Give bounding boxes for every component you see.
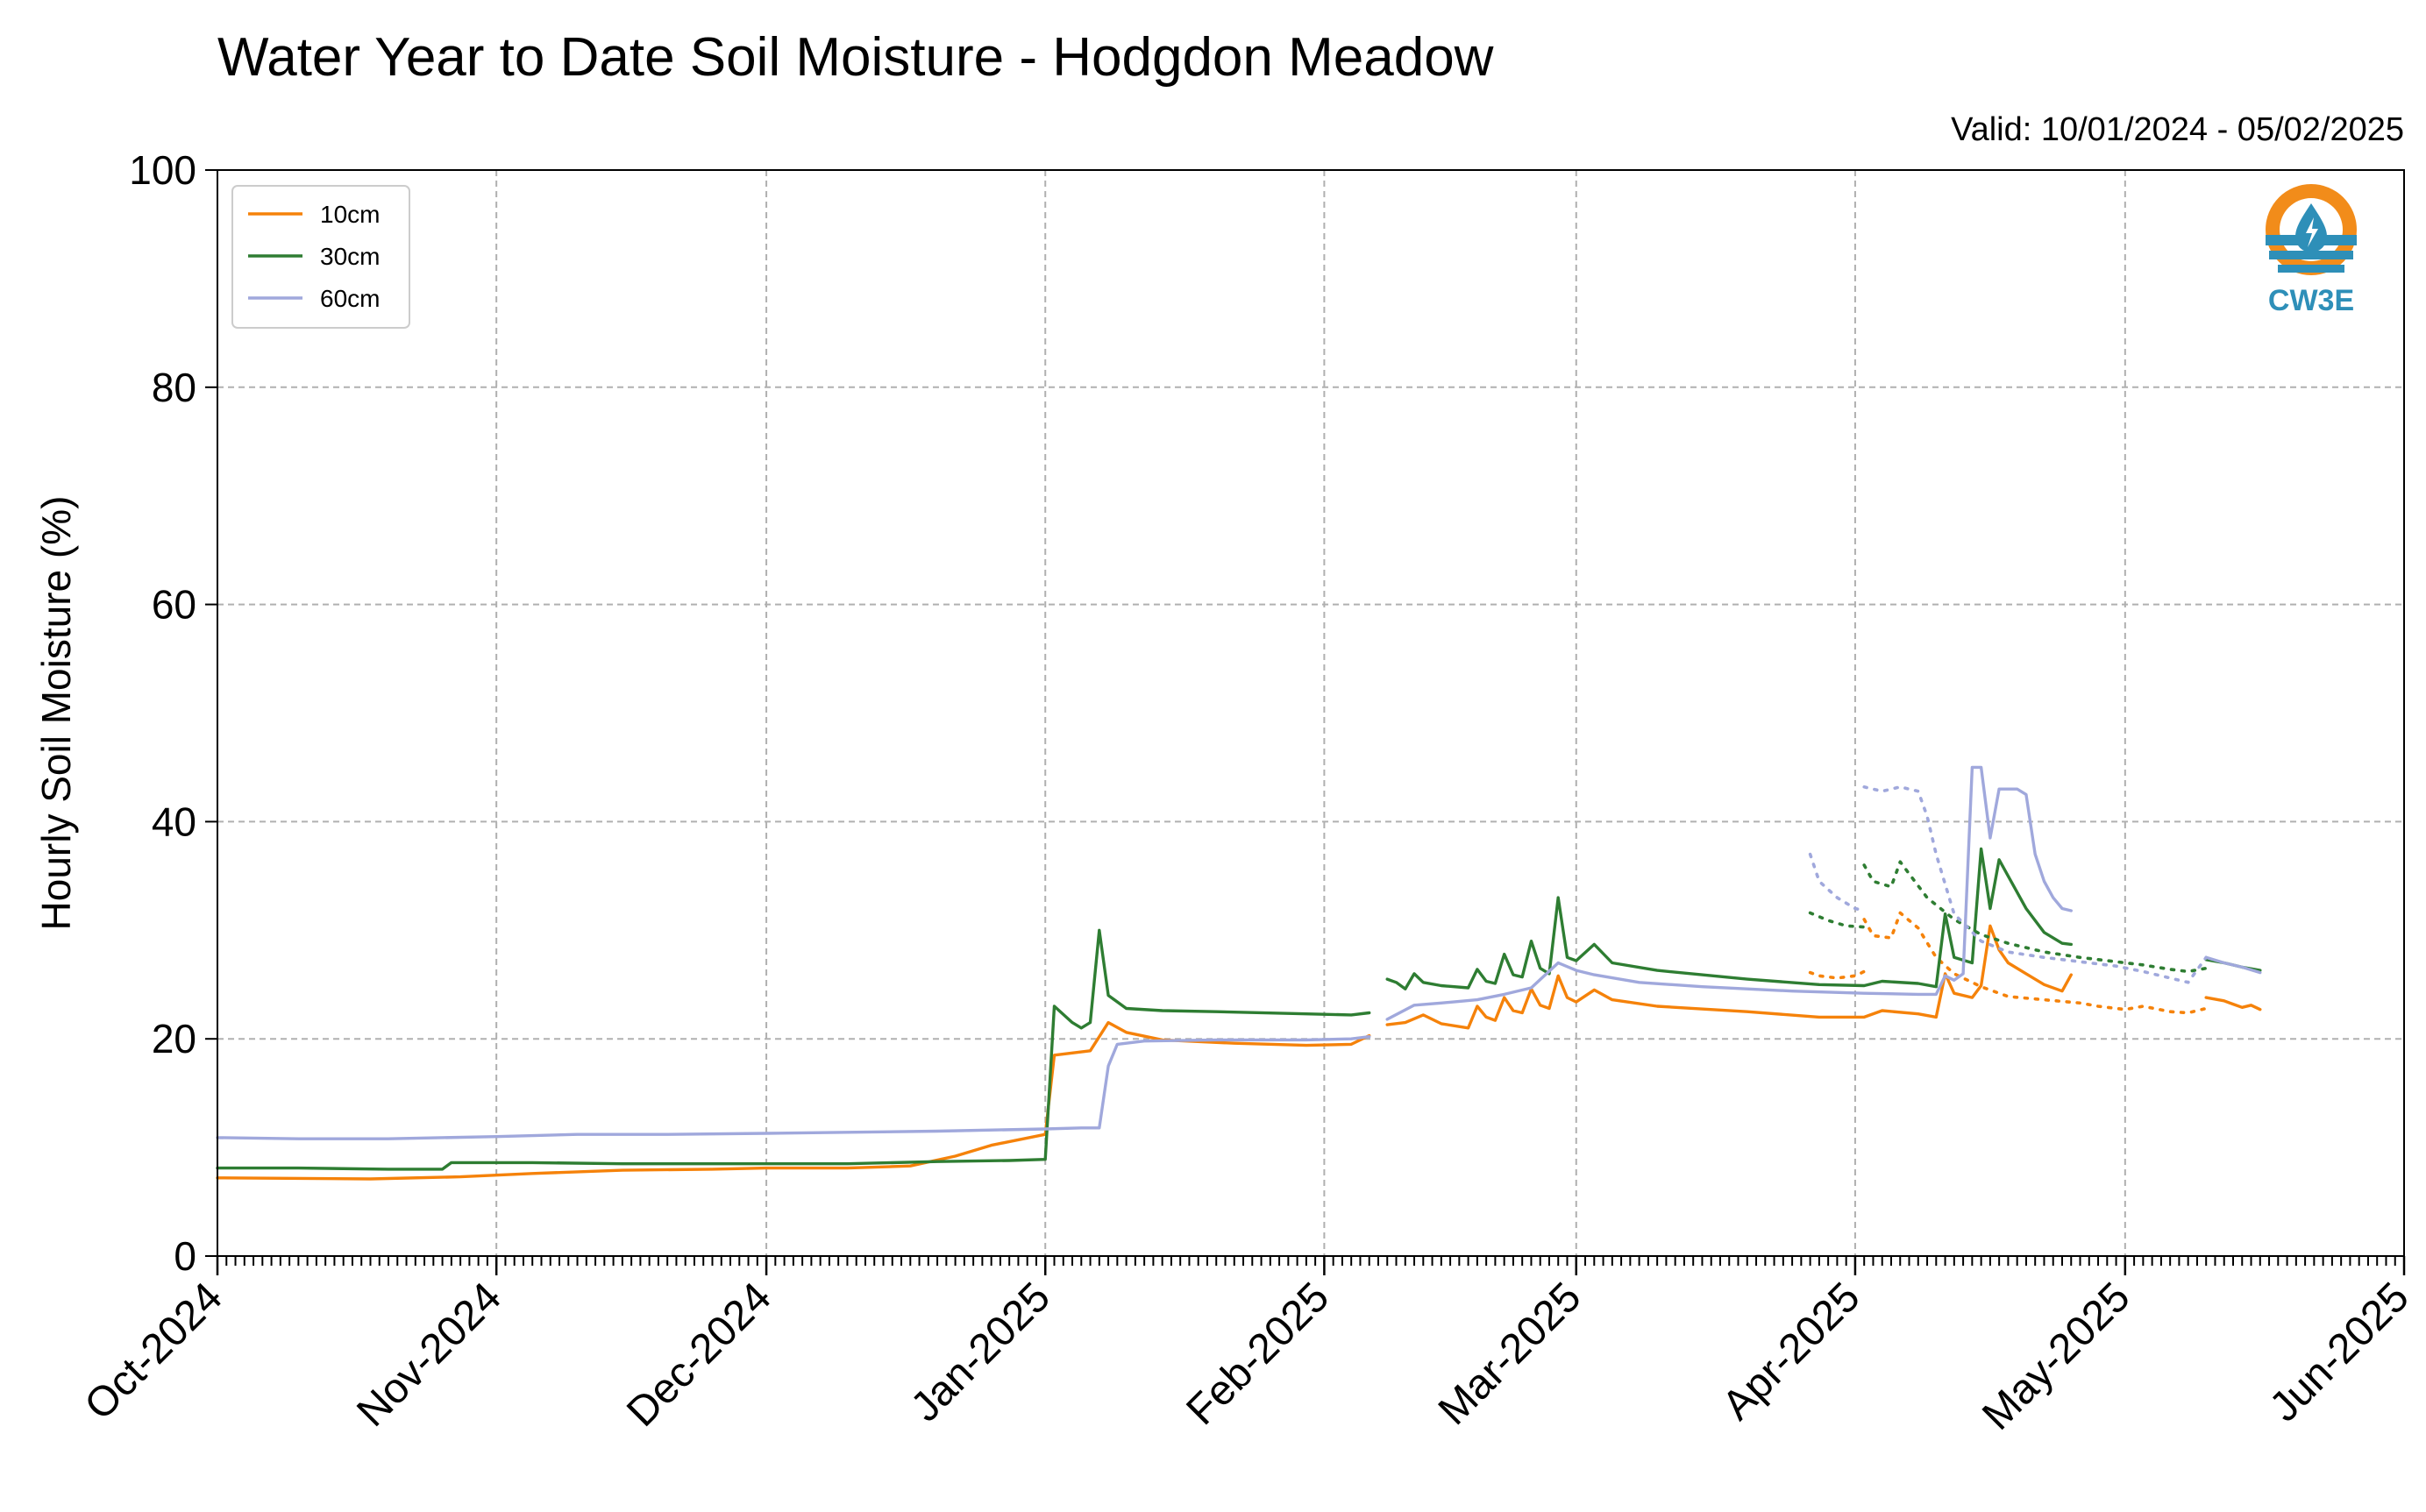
minor-ticks (217, 1256, 2405, 1266)
chart-subtitle: Valid: 10/01/2024 - 05/02/2025 (1951, 111, 2404, 148)
plot-frame (217, 169, 2405, 1257)
series-lines (216, 765, 2262, 1181)
y-tick-label: 80 (152, 365, 196, 410)
series-line-10cm (1862, 911, 2208, 1015)
series-line-60cm (216, 1034, 1371, 1140)
series-line-60cm (1808, 852, 1866, 912)
chart-title: Water Year to Date Soil Moisture - Hodgd… (217, 27, 1494, 88)
series-line-30cm (1862, 860, 2208, 974)
series-line-30cm (1808, 911, 1866, 929)
cw3e-logo: CW3E (2266, 184, 2357, 317)
series-line-10cm (216, 1020, 1371, 1181)
legend: 10cm 30cm 60cm (231, 185, 410, 329)
series-line-60cm (1862, 784, 2208, 984)
series-line-30cm (216, 928, 1371, 1171)
legend-label: 10cm (320, 201, 380, 228)
logo-text: CW3E (2268, 284, 2354, 317)
series-line-60cm (1385, 765, 2074, 1021)
legend-box (231, 185, 410, 329)
series-line-60cm (2204, 955, 2262, 975)
logo-lightning-icon (2306, 217, 2318, 247)
legend-label: 60cm (320, 285, 380, 312)
y-tick-label: 60 (152, 582, 196, 628)
y-axis-label: Hourly Soil Moisture (%) (33, 496, 79, 931)
legend-label: 30cm (320, 243, 380, 270)
y-tick-label: 0 (174, 1233, 196, 1279)
y-tick-label: 20 (152, 1016, 196, 1061)
series-line-10cm (1385, 924, 2074, 1030)
y-tick-label: 100 (129, 147, 196, 193)
series-line-10cm (2204, 996, 2262, 1012)
series-line-30cm (1385, 847, 2074, 990)
y-tick-label: 40 (152, 799, 196, 844)
